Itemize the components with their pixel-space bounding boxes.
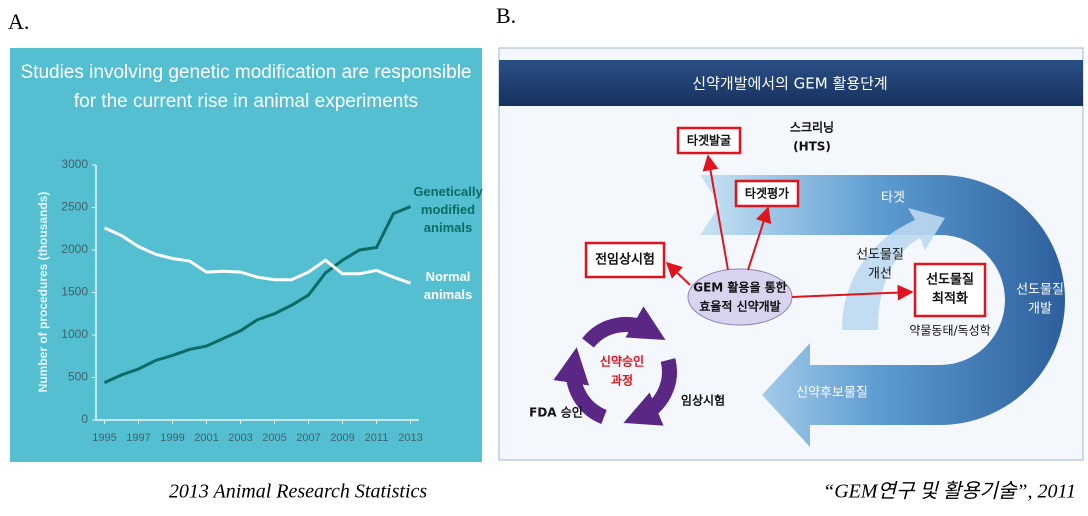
cycle-arrows: [553, 306, 677, 426]
arrow: [623, 358, 677, 426]
chart-background: [10, 48, 482, 462]
x-tick-label: 1997: [126, 432, 150, 444]
node-label: 신약승인: [600, 354, 644, 369]
line-chart: 0 500 1000 1500 2000 2500 3000 1995 1997 1999 2001…: [36, 157, 423, 444]
node-label: 효율적 신약개발: [699, 299, 780, 314]
node-label: 스크리닝: [790, 120, 834, 135]
box: [734, 179, 800, 208]
node-label: FDA 승인: [529, 405, 583, 420]
y-tick-label: 2500: [61, 200, 88, 214]
series-line: [103, 205, 412, 384]
arrow: [582, 306, 666, 348]
y-tick-label: 500: [68, 370, 88, 384]
x-tick-label: 2003: [228, 432, 252, 444]
x-tick-label: 1999: [160, 432, 184, 444]
legend-label: Genetically modified animals: [413, 184, 483, 235]
diagram-title: 신약개발에서의 GEM 활용단계: [692, 75, 887, 93]
box: [913, 262, 987, 318]
x-tick-label: 2005: [262, 432, 286, 444]
node-label: 임상시험: [681, 393, 725, 408]
y-tick-label: 0: [81, 412, 88, 426]
y-tick-label: 1500: [61, 285, 88, 299]
x-tick-label: 2013: [398, 432, 422, 444]
node-label: 전임상시험: [595, 252, 655, 268]
node-label: 선도물질: [856, 248, 904, 263]
arrow: [665, 261, 691, 286]
node-label: 과정: [611, 373, 633, 388]
red-arrows: [665, 154, 914, 301]
arrow: [553, 347, 608, 424]
node-label: 타겟발굴: [687, 133, 731, 148]
loop-arrow: [842, 208, 945, 330]
x-tick-label: 2009: [330, 432, 354, 444]
box: [584, 241, 666, 279]
panel-label: A.: [8, 9, 29, 34]
x-tick-label: 2001: [194, 432, 218, 444]
y-tick-label: 3000: [61, 157, 88, 171]
chart-title: Studies involving genetic modification a…: [20, 62, 472, 112]
red-boxes: [584, 126, 987, 318]
node-label: 약물동태/독성학: [909, 323, 990, 338]
center-oval: [687, 268, 793, 326]
arrow: [747, 206, 772, 271]
x-tick-label: 1995: [92, 432, 116, 444]
node-label: 타겟평가: [745, 186, 789, 201]
caption: “GEM연구 및 활용기술”, 2011: [823, 481, 1076, 503]
series-line: [103, 226, 411, 285]
node-label: 개발: [1028, 302, 1052, 317]
caption: 2013 Animal Research Statistics: [169, 481, 428, 503]
process-arrow: [700, 175, 1065, 447]
legend-label: Normal animals: [423, 269, 473, 302]
node-label: 선도물질: [1016, 283, 1064, 298]
node-label: 신약후보물질: [796, 386, 868, 401]
node-label: GEM 활용을 통한: [693, 280, 787, 295]
arrow: [702, 154, 729, 271]
y-tick-label: 2000: [61, 242, 88, 256]
arrow: [791, 284, 914, 301]
node-label: 타겟: [881, 191, 905, 206]
node-label: 최적화: [932, 291, 968, 307]
x-tick-label: 2007: [296, 432, 320, 444]
node-label: (HTS): [793, 140, 831, 154]
y-axis-label: Number of procedures (thousands): [36, 192, 50, 393]
node-label: 개선: [868, 267, 892, 282]
y-tick-label: 1000: [61, 327, 88, 341]
node-label: 선도물질: [926, 272, 974, 288]
panel-label: B.: [496, 3, 516, 28]
x-tick-label: 2011: [365, 432, 389, 444]
box: [676, 126, 742, 155]
diagram-header: [499, 60, 1083, 106]
